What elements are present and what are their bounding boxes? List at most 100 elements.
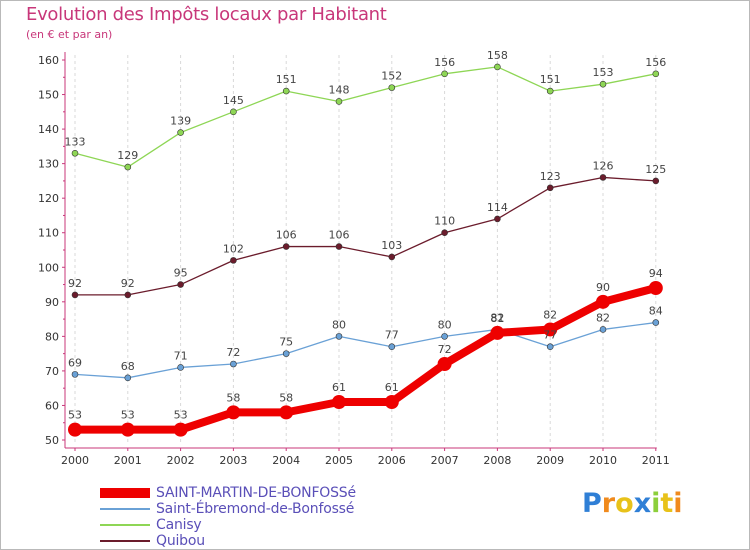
data-point <box>177 129 184 136</box>
data-label: 58 <box>226 391 240 404</box>
data-point <box>652 70 660 78</box>
data-point <box>230 257 237 264</box>
series-line <box>74 66 656 168</box>
x-tick-label: 2005 <box>325 454 353 467</box>
data-label: 106 <box>329 229 350 242</box>
data-point <box>335 333 343 340</box>
data-point <box>384 395 399 409</box>
data-point <box>226 405 241 420</box>
series-line <box>75 176 656 296</box>
logo-letter: P <box>582 488 602 519</box>
x-tick-label: 2011 <box>642 454 670 467</box>
data-label: 77 <box>543 329 557 342</box>
data-label: 110 <box>434 215 455 228</box>
x-tick-label: 2010 <box>589 454 617 467</box>
data-label: 139 <box>170 115 191 128</box>
data-point <box>441 333 448 340</box>
data-point <box>388 343 396 351</box>
data-point <box>494 63 501 71</box>
data-label: 82 <box>490 311 504 324</box>
x-tick-label: 2000 <box>61 454 89 467</box>
data-label: 80 <box>332 318 346 331</box>
chart-subtitle: (en € et par an) <box>26 28 113 41</box>
data-point <box>652 319 660 326</box>
data-point <box>230 360 237 368</box>
y-tick-label: 130 <box>38 158 59 171</box>
legend-label: SAINT-MARTIN-DE-BONFOSSé <box>156 485 356 501</box>
series-3 <box>71 174 660 299</box>
data-label: 58 <box>279 391 293 404</box>
data-point <box>71 291 79 299</box>
data-point <box>543 322 558 337</box>
data-point <box>230 108 237 116</box>
data-point <box>546 184 554 192</box>
x-tick-label: 2004 <box>272 454 300 467</box>
chart-title: Evolution des Impôts locaux par Habitant <box>26 4 387 25</box>
data-point <box>282 243 290 250</box>
data-label: 72 <box>438 343 452 356</box>
data-label: 81 <box>490 312 504 325</box>
line-chart: 50 60 70 80 90 100 110 120 130 140 150 160 2000 2001 2… <box>38 49 670 467</box>
data-point <box>437 357 452 371</box>
data-point <box>652 177 660 185</box>
x-tick-label: 2006 <box>378 454 406 467</box>
logo-letter: o <box>615 488 634 519</box>
data-point <box>599 80 607 88</box>
data-point <box>124 374 132 382</box>
data-point <box>441 70 448 78</box>
y-tick-label: 60 <box>45 399 59 412</box>
data-point <box>124 291 132 299</box>
data-label: 102 <box>223 242 244 255</box>
data-label: 92 <box>68 277 82 290</box>
data-label: 69 <box>68 356 82 369</box>
data-label: 158 <box>487 49 508 62</box>
x-tick-label: 2009 <box>536 454 564 467</box>
y-tick-label: 80 <box>45 330 59 343</box>
data-label: 145 <box>223 94 244 107</box>
logo-letter: x <box>633 488 652 519</box>
logo-letter: i <box>673 488 683 519</box>
data-label: 126 <box>593 159 614 172</box>
x-tick-label: 2008 <box>483 454 511 467</box>
y-tick-label: 90 <box>45 296 59 309</box>
y-tick-label: 70 <box>45 365 59 378</box>
data-label: 114 <box>487 201 508 214</box>
data-label: 103 <box>381 239 402 252</box>
legend-label: Saint-Ébremond-de-Bonfossé <box>156 501 355 517</box>
data-label: 125 <box>645 163 666 176</box>
legend-swatch <box>100 540 150 542</box>
series-0 <box>68 281 663 437</box>
data-point <box>335 98 343 105</box>
data-point <box>173 422 188 437</box>
data-point <box>71 371 79 378</box>
data-label: 71 <box>174 349 188 362</box>
proxiti-logo: Proxiti <box>582 488 683 519</box>
data-point <box>490 325 505 340</box>
data-point <box>599 326 607 333</box>
x-tick-label: 2002 <box>167 454 195 467</box>
data-point <box>599 174 607 181</box>
data-point <box>648 281 663 295</box>
data-point <box>388 253 396 261</box>
data-point <box>177 281 184 288</box>
data-point <box>335 243 343 250</box>
data-point <box>332 395 346 409</box>
data-label: 75 <box>279 336 293 349</box>
data-label: 156 <box>434 56 455 69</box>
data-label: 156 <box>645 56 666 69</box>
data-label: 92 <box>121 277 135 290</box>
data-label: 84 <box>649 305 663 318</box>
data-point <box>494 215 501 223</box>
y-tick-label: 140 <box>38 123 59 136</box>
series-line <box>75 284 657 434</box>
data-point <box>124 163 132 171</box>
data-label: 129 <box>117 149 138 162</box>
data-label: 68 <box>121 360 135 373</box>
data-label: 82 <box>543 308 557 321</box>
data-label: 133 <box>65 135 86 148</box>
data-label: 53 <box>68 409 82 422</box>
data-label: 151 <box>540 73 561 86</box>
series-2 <box>71 63 660 171</box>
data-label: 90 <box>596 281 610 294</box>
